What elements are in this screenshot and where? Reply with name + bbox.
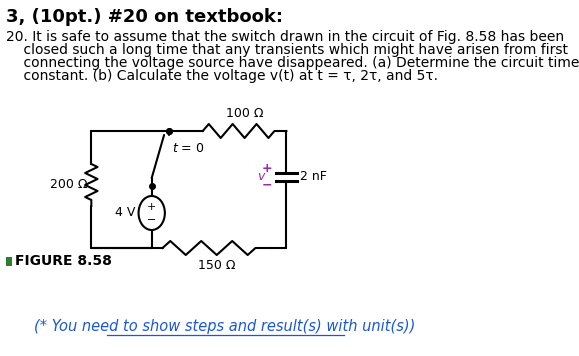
Text: 3, (10pt.) #20 on textbook:: 3, (10pt.) #20 on textbook: bbox=[6, 8, 283, 26]
Text: 150 Ω: 150 Ω bbox=[198, 259, 236, 272]
Text: 4 V: 4 V bbox=[115, 206, 135, 220]
Text: 20. It is safe to assume that the switch drawn in the circuit of Fig. 8.58 has b: 20. It is safe to assume that the switch… bbox=[6, 30, 565, 44]
FancyBboxPatch shape bbox=[6, 257, 12, 266]
Text: −: − bbox=[262, 178, 273, 192]
Text: $t$ = 0: $t$ = 0 bbox=[172, 142, 204, 156]
Text: (* You need to show steps and result(s) with unit(s)): (* You need to show steps and result(s) … bbox=[34, 319, 415, 334]
Text: constant. (b) Calculate the voltage v(t) at t = τ, 2τ, and 5τ.: constant. (b) Calculate the voltage v(t)… bbox=[6, 69, 438, 83]
Text: 2 nF: 2 nF bbox=[301, 171, 327, 183]
Text: connecting the voltage source have disappeared. (a) Determine the circuit time: connecting the voltage source have disap… bbox=[6, 56, 579, 70]
Text: 100 Ω: 100 Ω bbox=[226, 107, 263, 120]
Text: FIGURE 8.58: FIGURE 8.58 bbox=[16, 254, 112, 268]
Text: +: + bbox=[147, 202, 156, 212]
Text: 200 Ω: 200 Ω bbox=[50, 178, 87, 192]
Text: −: − bbox=[147, 215, 156, 225]
Text: $v$: $v$ bbox=[256, 171, 266, 183]
Text: +: + bbox=[262, 162, 273, 176]
Text: closed such a long time that any transients which might have arisen from first: closed such a long time that any transie… bbox=[6, 43, 568, 57]
